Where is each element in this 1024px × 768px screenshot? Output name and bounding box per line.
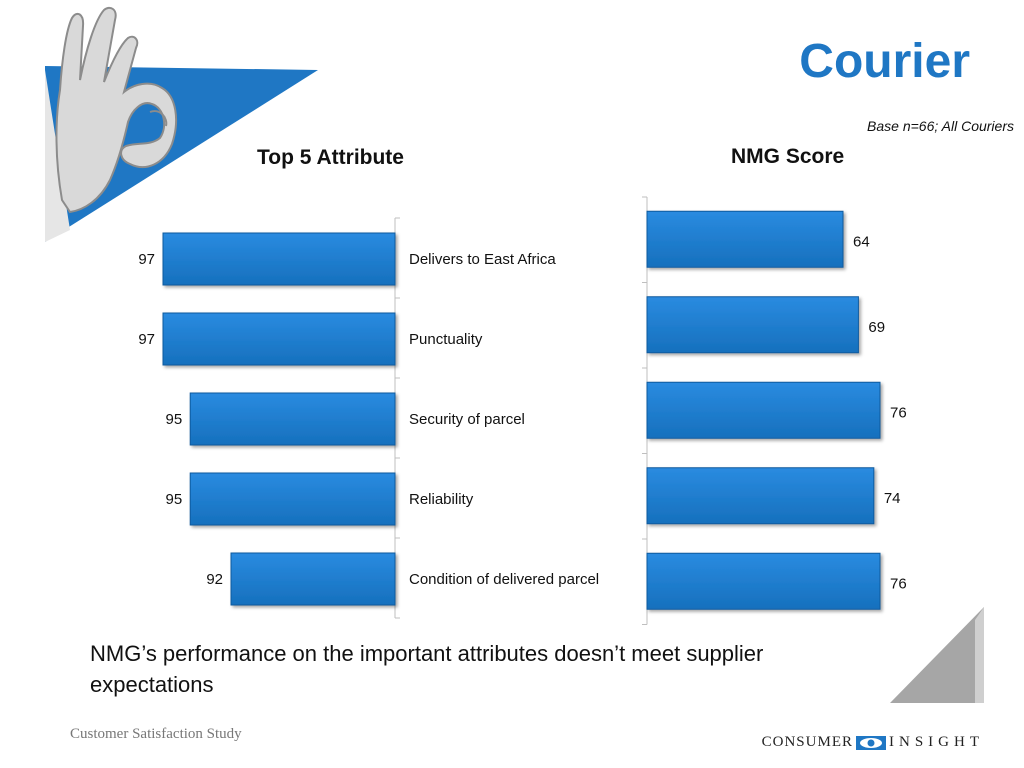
top5-attribute-chart: 97 Delivers to East Africa 97 Punctuality 95… (138, 217, 599, 619)
left-bar (162, 232, 396, 286)
category-label: Condition of delivered parcel (409, 571, 599, 588)
left-bar (230, 552, 396, 606)
right-bar (646, 210, 844, 268)
right-bar (646, 467, 875, 525)
left-bar (162, 312, 396, 366)
left-bar-value: 97 (138, 331, 155, 348)
hand-ok-gesture-graphic (45, 6, 318, 242)
left-bar-value: 97 (138, 251, 155, 268)
footer-text: Customer Satisfaction Study (70, 726, 242, 742)
logo-word-insight: INSIGHT (889, 734, 984, 750)
logo-word-consumer: CONSUMER (761, 734, 853, 750)
top5-chart-title: Top 5 Attribute (257, 146, 404, 169)
right-bar (646, 381, 881, 439)
right-bar-value: 76 (890, 575, 907, 592)
corner-triangle-decoration (890, 607, 984, 703)
category-label: Punctuality (409, 331, 483, 348)
right-bar-value: 74 (884, 490, 901, 507)
right-bar (646, 552, 881, 610)
right-bar-value: 64 (853, 233, 870, 250)
left-bar (189, 392, 396, 446)
left-bar-value: 95 (166, 491, 183, 508)
left-bar-value: 92 (206, 571, 223, 588)
category-label: Reliability (409, 491, 474, 508)
category-label: Delivers to East Africa (409, 251, 556, 268)
page-title: Courier (799, 35, 970, 88)
left-bar-value: 95 (166, 411, 183, 428)
conclusion-text: NMG’s performance on the important attri… (90, 641, 764, 697)
right-bar (646, 296, 859, 354)
right-bar-value: 69 (868, 319, 885, 336)
consumer-insight-logo: CONSUMER INSIGHT (762, 734, 984, 751)
right-bar-value: 76 (890, 404, 907, 421)
nmg-chart-title: NMG Score (731, 145, 845, 168)
left-bar (189, 472, 396, 526)
base-note: Base n=66; All Couriers (867, 118, 1014, 134)
corner-triangle-highlight (975, 607, 984, 703)
category-label: Security of parcel (409, 411, 525, 428)
eye-icon (856, 735, 886, 750)
nmg-score-chart: 64 69 76 74 76 (642, 196, 907, 625)
